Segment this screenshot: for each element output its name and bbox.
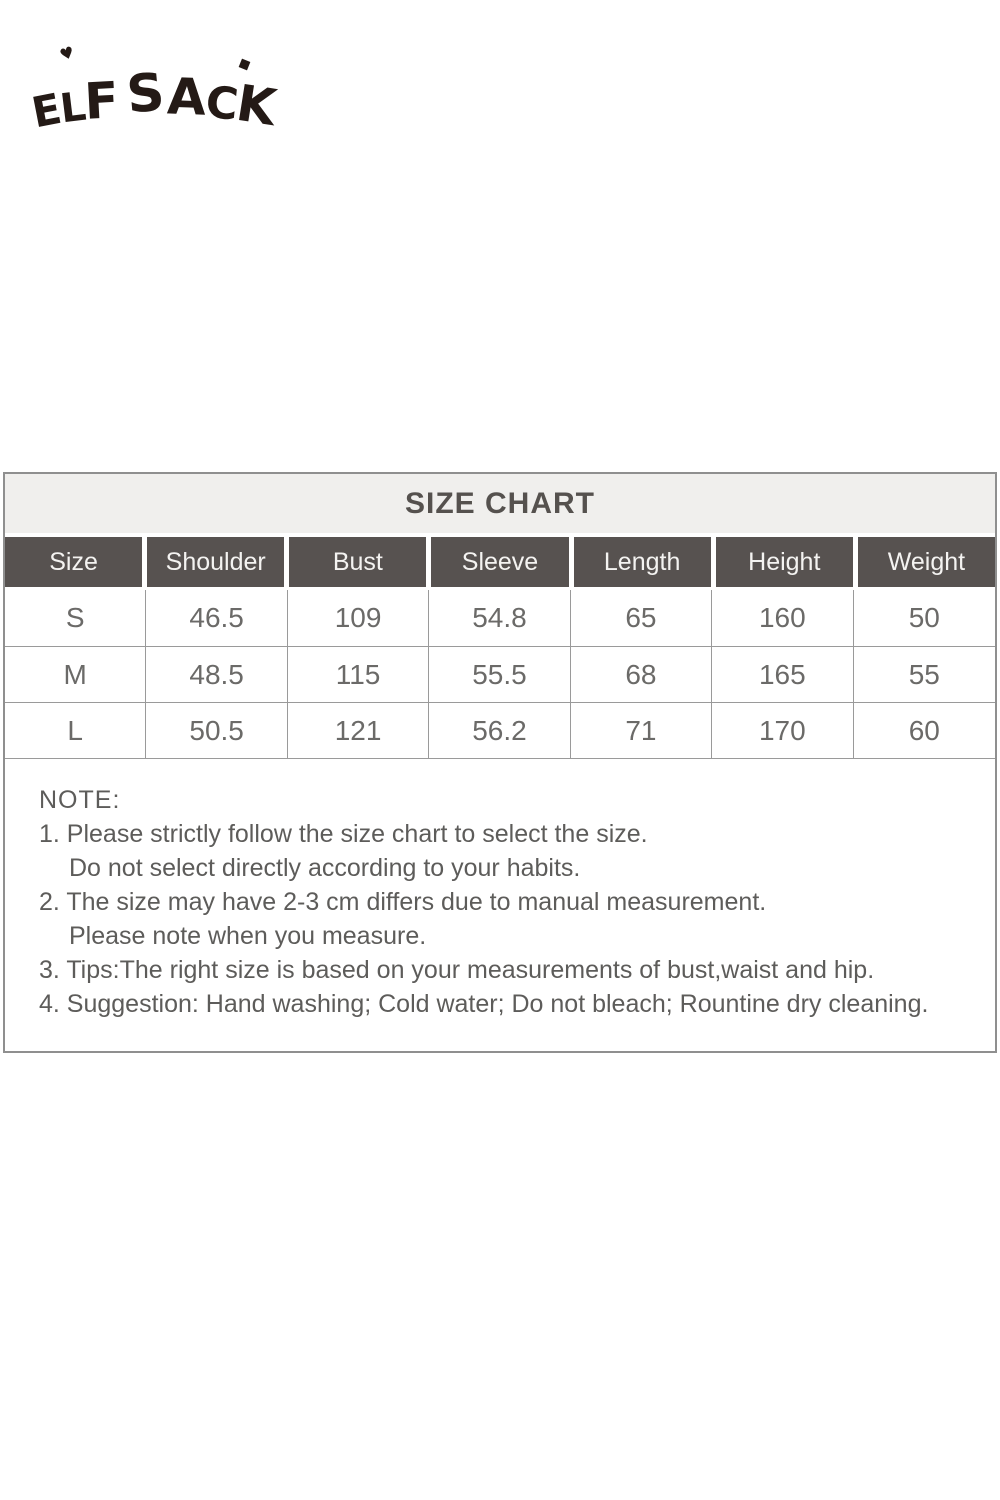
measurement-cell: 50.5 [146,702,288,758]
notes-heading: NOTE: [39,786,121,814]
measurement-cell: 170 [712,702,854,758]
measurement-cell: 50 [908,602,940,633]
note-line: 4. Suggestion: Hand washing; Cold water;… [39,990,929,1018]
logo-accent-mark: ♥ [57,42,77,65]
logo-letter: C [202,76,239,131]
logo-letter: K [232,73,278,137]
note-line: Please note when you measure. [69,922,427,950]
measurement-cell: 115 [287,646,430,702]
column-header: Height [715,537,853,587]
column-header: Shoulder [147,537,285,587]
notes-list: 1. Please strictly follow the size chart… [39,817,975,1021]
measurement-cell: 121 [287,702,430,758]
column-header: Size [5,537,143,587]
measurement-cell: 46.5 [146,590,288,646]
logo-dot-mark [238,58,251,71]
size-chart-table: SIZE CHART Size Shoulder Bust Sleeve Length H… [3,472,997,1053]
size-label-cell: M [5,646,147,702]
logo-letter: A [165,67,205,127]
logo-letter: F [83,71,119,131]
logo-letter: S [124,62,166,126]
measurement-cell: 55 [853,646,995,702]
note-line: 1. Please strictly follow the size chart… [39,820,648,848]
measurement-cell: 48.5 [146,646,288,702]
size-table-body: S 46.5 109 54.8 65 160 50 M 48.5 115 55.5 68 165 55 L 5… [5,590,995,758]
measurement-cell: 65 [571,590,713,646]
measurement-cell: 60 [853,702,995,758]
measurement-cell: 54.8 [429,590,571,646]
measurement-cell: 56.2 [429,702,571,758]
size-label-cell: S [5,590,147,646]
notes-section: NOTE: 1. Please strictly follow the size… [5,758,995,1051]
column-header: Bust [289,537,427,587]
column-header: Weight [857,537,995,587]
note-line: Do not select directly according to your… [69,854,581,882]
column-header: Length [573,537,711,587]
size-table-header-row: Size Shoulder Bust Sleeve Length Height Weight [5,537,995,587]
logo-letter: L [57,83,87,133]
size-label-cell: L [5,702,147,758]
size-chart-title: SIZE CHART [5,474,995,533]
note-line: 2. The size may have 2-3 cm differs due … [39,888,767,916]
column-header: Sleeve [431,537,569,587]
measurement-cell: 109 [288,590,430,646]
measurement-cell: 68 [570,646,713,702]
note-line: 3. Tips:The right size is based on your … [39,956,875,984]
measurement-cell: 55.5 [429,646,571,702]
measurement-cell: 160 [712,590,854,646]
measurement-cell: 71 [570,702,713,758]
measurement-cell: 165 [712,646,854,702]
